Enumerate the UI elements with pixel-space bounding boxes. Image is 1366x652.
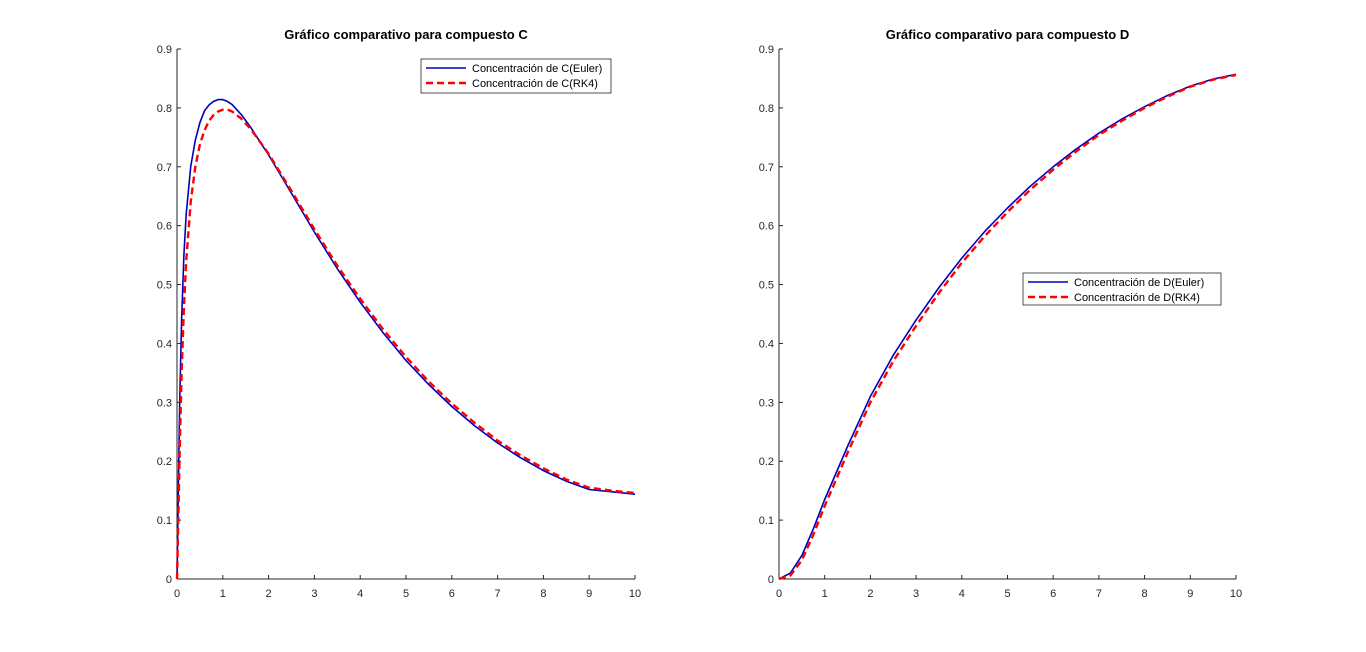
x-tick-label: 2 [266, 588, 272, 600]
chart-title: Gráfico comparativo para compuesto C [284, 27, 528, 42]
x-tick-label: 4 [959, 588, 965, 600]
x-tick-label: 5 [403, 588, 409, 600]
legend-label: Concentración de C(Euler) [472, 63, 602, 75]
x-tick-label: 3 [311, 588, 317, 600]
y-tick-label: 0.2 [759, 456, 774, 468]
x-tick-label: 6 [449, 588, 455, 600]
x-tick-label: 9 [586, 588, 592, 600]
y-tick-label: 0.3 [157, 397, 172, 409]
y-tick-label: 0.5 [759, 280, 774, 292]
x-tick-label: 10 [629, 588, 641, 600]
x-tick-label: 1 [822, 588, 828, 600]
x-tick-label: 5 [1004, 588, 1010, 600]
x-tick-label: 9 [1187, 588, 1193, 600]
y-tick-label: 0.2 [157, 456, 172, 468]
y-tick-label: 0.6 [759, 221, 774, 233]
x-tick-label: 10 [1230, 588, 1242, 600]
chart-panel-1: Gráfico comparativo para compuesto C 0 1 2 3… [157, 27, 641, 600]
series-line-2 [778, 73, 1237, 581]
x-tick-label: 0 [174, 588, 180, 600]
x-tick-label: 8 [540, 588, 546, 600]
legend-box [1022, 272, 1222, 306]
x-tick-label: 2 [867, 588, 873, 600]
y-tick-label: 0.1 [157, 515, 172, 527]
x-tick-label: 7 [495, 588, 501, 600]
legend-label: Concentración de C(RK4) [472, 78, 598, 90]
y-tick-label: 0.4 [759, 338, 774, 350]
y-tick-label: 0.8 [157, 103, 172, 115]
chart-title: Gráfico comparativo para compuesto D [886, 27, 1129, 42]
y-tick-label: 0.9 [157, 44, 172, 56]
x-tick-label: 4 [357, 588, 363, 600]
legend-label: Concentración de D(Euler) [1074, 277, 1204, 289]
y-tick-label: 0 [166, 574, 172, 586]
y-tick-label: 0.1 [759, 515, 774, 527]
legend: Concentración de C(Euler) Concentración d… [420, 58, 612, 94]
legend-box [420, 58, 612, 94]
y-tick-label: 0.7 [759, 162, 774, 174]
y-tick-label: 0.8 [759, 103, 774, 115]
x-tick-label: 7 [1096, 588, 1102, 600]
chart-panel-2: Gráfico comparativo para compuesto D 0 1 2 3… [759, 27, 1242, 600]
y-tick-label: 0.6 [157, 221, 172, 233]
y-tick-label: 0.7 [157, 162, 172, 174]
x-tick-label: 3 [913, 588, 919, 600]
series-line-2 [175, 108, 636, 580]
x-tick-label: 0 [776, 588, 782, 600]
y-tick-label: 0.3 [759, 397, 774, 409]
x-tick-label: 6 [1050, 588, 1056, 600]
y-tick-label: 0.5 [157, 280, 172, 292]
y-tick-label: 0 [768, 574, 774, 586]
y-tick-label: 0.9 [759, 44, 774, 56]
legend: Concentración de D(Euler) Concentración d… [1022, 272, 1222, 306]
legend-label: Concentración de D(RK4) [1074, 292, 1200, 304]
x-tick-label: 1 [220, 588, 226, 600]
y-tick-label: 0.4 [157, 338, 172, 350]
x-tick-label: 8 [1142, 588, 1148, 600]
